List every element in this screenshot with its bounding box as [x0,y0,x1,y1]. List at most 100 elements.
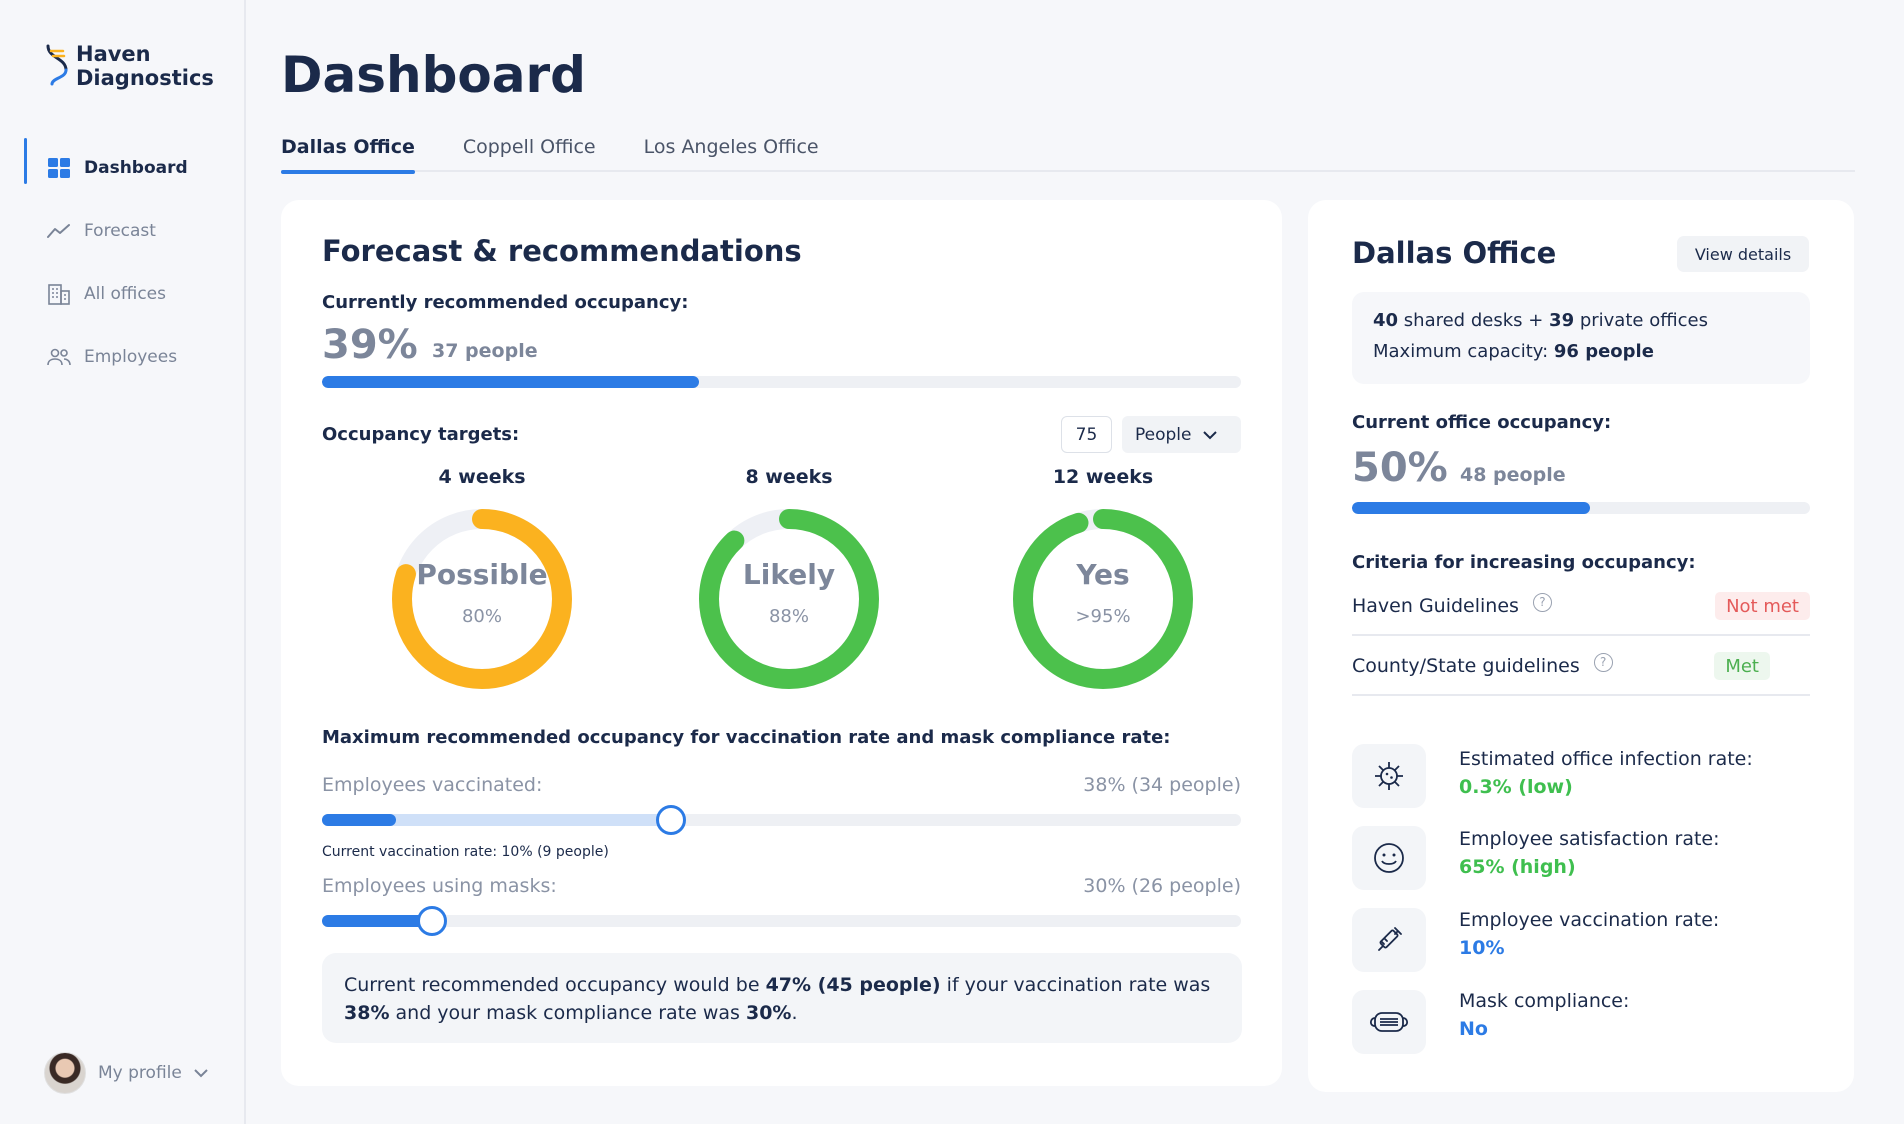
targets-unit-select[interactable]: People [1122,416,1241,453]
metric-label: Mask compliance: [1459,990,1630,1012]
vaccinated-value: 38% (34 people) [1083,774,1241,796]
office-capacity-box: 40 shared desks + 39 private offices Max… [1352,292,1810,384]
office-occupancy-people: 48 people [1460,464,1566,486]
current-vaccination-note: Current vaccination rate: 10% (9 people) [322,844,609,860]
sidebar-item-label: Forecast [84,220,156,241]
page-title: Dashboard [281,46,586,104]
sidebar-item-label: Dashboard [84,157,188,178]
capacity-value: 96 people [1553,341,1654,362]
desks-count: 40 [1373,310,1399,331]
sidebar-nav: Dashboard Forecast All offices Employees [0,136,244,388]
ring-value: 88% [768,606,809,627]
masks-slider[interactable] [322,906,1241,936]
chevron-down-icon [1203,425,1218,445]
mask-icon [1352,990,1426,1054]
metric-value: 65% (high) [1459,856,1576,878]
ring-12-weeks: 12 weeks Yes >95% [993,466,1213,692]
criteria-label: Haven Guidelines [1352,595,1519,617]
masks-slider-handle[interactable] [417,906,448,936]
metric-label: Employee satisfaction rate: [1459,828,1720,850]
building-icon [46,282,72,306]
max-occupancy-label: Maximum recommended occupancy for vaccin… [322,727,1171,748]
chevron-down-icon [194,1063,208,1083]
profile-label: My profile [98,1063,182,1083]
criteria-label: Criteria for increasing occupancy: [1352,552,1696,573]
callout-highlight: 47% (45 people) [765,974,941,996]
metric-label: Estimated office infection rate: [1459,748,1753,770]
masks-value: 30% (26 people) [1083,875,1241,897]
ring-word: Possible [416,558,548,591]
office-card: Dallas Office View details 40 shared des… [1308,200,1854,1092]
tab-dallas-office[interactable]: Dallas Office [281,136,415,174]
syringe-icon [1352,908,1426,972]
status-badge: Met [1714,652,1770,680]
trend-icon [46,219,72,243]
metric-value: 0.3% (low) [1459,776,1573,798]
office-heading: Dallas Office [1352,236,1557,270]
ring-word: Yes [1076,558,1130,591]
tab-los-angeles-office[interactable]: Los Angeles Office [643,136,819,158]
targets-unit-label: People [1135,424,1192,445]
tab-coppell-office[interactable]: Coppell Office [462,136,596,158]
current-occupancy-pct: 39% [322,322,418,368]
callout-highlight: 30% [745,1002,792,1024]
brand-line1: Haven [76,42,151,66]
metric-value: 10% [1459,937,1505,959]
ring-8-weeks: 8 weeks Likely 88% [679,466,899,692]
brand-line2: Diagnostics [76,66,214,90]
current-occupancy-people: 37 people [432,340,538,362]
view-details-button[interactable]: View details [1677,236,1809,272]
forecast-card: Forecast & recommendations Currently rec… [281,200,1282,1086]
dna-icon [46,44,68,86]
targets-number-input[interactable]: 75 [1061,416,1112,453]
smile-icon [1352,826,1426,890]
help-icon[interactable]: ? [1593,652,1613,672]
ring-value: 80% [461,606,502,627]
status-badge: Not met [1715,592,1810,620]
profile-menu[interactable]: My profile [44,1052,208,1094]
callout-text: . [791,1002,798,1024]
vaccination-current-fill [322,814,396,826]
virus-icon [1352,744,1426,808]
callout-text: if your vaccination rate was [940,974,1211,996]
current-occupancy-bar [322,376,1241,388]
vaccination-slider-handle[interactable] [656,805,687,835]
sidebar-item-dashboard[interactable]: Dashboard [0,136,244,199]
office-tabs: Dallas Office Coppell Office Los Angeles… [281,136,1855,174]
metric-value: No [1459,1018,1488,1040]
forecast-heading: Forecast & recommendations [322,234,802,268]
sidebar-item-employees[interactable]: Employees [0,325,244,388]
masks-label: Employees using masks: [322,875,557,897]
office-occupancy-bar-fill [1352,502,1591,514]
capacity-text: Maximum capacity: [1373,341,1554,362]
office-occupancy-label: Current office occupancy: [1352,412,1612,433]
vaccination-slider[interactable] [322,805,1241,835]
help-icon[interactable]: ? [1532,592,1552,612]
brand-logo[interactable]: Haven Diagnostics [44,42,214,90]
people-icon [46,345,72,369]
ring-4-weeks: 4 weeks Possible 80% [372,466,592,692]
criteria-row-county: County/State guidelines ? Met [1352,638,1810,696]
metric-label: Employee vaccination rate: [1459,909,1720,931]
callout-highlight: 38% [344,1002,390,1024]
ring-chart [392,509,572,689]
ring-period: 12 weeks [1052,466,1154,488]
ring-period: 8 weeks [745,466,833,488]
avatar [44,1052,86,1094]
ring-word: Likely [742,558,836,591]
criteria-label: County/State guidelines [1352,655,1580,677]
offices-text: private offices [1574,310,1708,331]
vaccinated-label: Employees vaccinated: [322,774,543,796]
desks-text: shared desks + [1398,310,1550,331]
sidebar-item-label: All offices [84,283,166,304]
offices-count: 39 [1549,310,1575,331]
sidebar-item-all-offices[interactable]: All offices [0,262,244,325]
occupancy-callout: Current recommended occupancy would be 4… [322,953,1242,1043]
vaccination-target-range [322,814,672,826]
sidebar: Haven Diagnostics Dashboard Forecast All… [0,0,246,1124]
current-occupancy-bar-fill [322,376,699,388]
ring-chart [1013,509,1193,689]
occupancy-targets-label: Occupancy targets: [322,424,520,445]
sidebar-item-label: Employees [84,346,178,367]
sidebar-item-forecast[interactable]: Forecast [0,199,244,262]
